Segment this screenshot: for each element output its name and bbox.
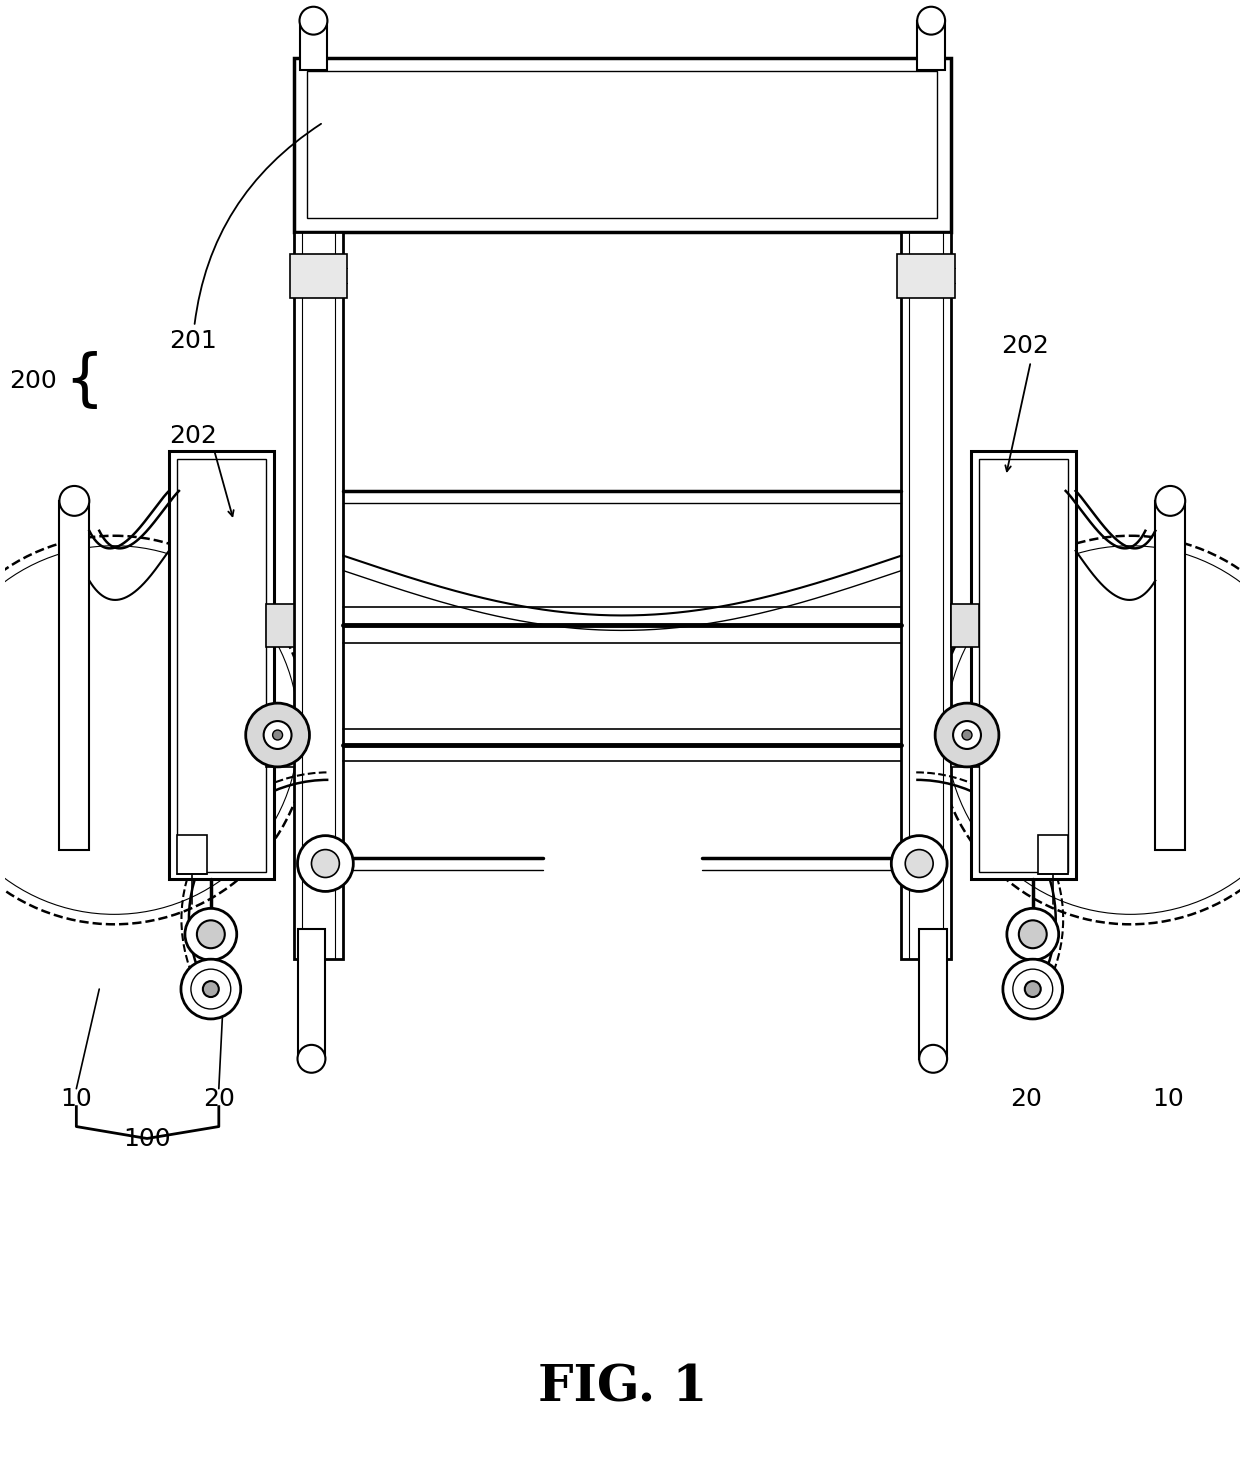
Text: FIG. 1: FIG. 1 xyxy=(538,1363,707,1412)
Circle shape xyxy=(1024,981,1040,997)
Text: 200: 200 xyxy=(9,369,56,393)
Circle shape xyxy=(203,981,218,997)
Bar xyxy=(919,929,947,1059)
Circle shape xyxy=(264,721,291,749)
Bar xyxy=(177,835,207,874)
Bar xyxy=(971,450,1075,879)
Circle shape xyxy=(0,536,309,925)
Circle shape xyxy=(311,849,340,877)
Bar xyxy=(898,254,955,298)
Bar xyxy=(951,604,978,647)
Bar xyxy=(169,450,274,879)
Bar xyxy=(265,604,294,647)
Circle shape xyxy=(935,703,999,767)
Text: 10: 10 xyxy=(1152,1087,1184,1111)
Bar xyxy=(290,254,347,298)
Circle shape xyxy=(946,545,1240,914)
Circle shape xyxy=(1019,920,1047,948)
Bar xyxy=(918,21,945,71)
Bar xyxy=(951,724,978,767)
Circle shape xyxy=(1013,969,1053,1009)
Circle shape xyxy=(273,730,283,740)
Bar xyxy=(177,459,265,871)
Circle shape xyxy=(60,486,89,515)
Circle shape xyxy=(1007,908,1059,960)
Bar xyxy=(1038,835,1068,874)
Circle shape xyxy=(892,836,947,892)
Text: 20: 20 xyxy=(203,1087,234,1111)
Text: 202: 202 xyxy=(169,424,217,448)
Circle shape xyxy=(0,545,299,914)
Circle shape xyxy=(298,836,353,892)
Bar xyxy=(60,501,89,849)
Text: 20: 20 xyxy=(1009,1087,1042,1111)
Circle shape xyxy=(919,1044,947,1072)
Circle shape xyxy=(905,849,934,877)
Circle shape xyxy=(954,721,981,749)
Text: 201: 201 xyxy=(169,124,321,353)
Bar xyxy=(265,724,294,767)
Circle shape xyxy=(300,7,327,34)
Bar xyxy=(308,71,937,219)
Bar xyxy=(298,929,325,1059)
Text: 202: 202 xyxy=(1001,334,1049,359)
Circle shape xyxy=(197,920,224,948)
Circle shape xyxy=(191,969,231,1009)
Bar xyxy=(978,459,1068,871)
Circle shape xyxy=(185,908,237,960)
Circle shape xyxy=(936,536,1240,925)
Text: {: { xyxy=(64,352,104,411)
Bar xyxy=(294,232,343,959)
Text: 10: 10 xyxy=(61,1087,92,1111)
Circle shape xyxy=(1003,959,1063,1019)
Circle shape xyxy=(298,1044,325,1072)
Text: 100: 100 xyxy=(123,1127,171,1151)
Circle shape xyxy=(918,7,945,34)
Circle shape xyxy=(246,703,310,767)
Bar xyxy=(1156,501,1185,849)
Circle shape xyxy=(1156,486,1185,515)
Bar xyxy=(300,21,327,71)
Bar xyxy=(901,232,951,959)
Circle shape xyxy=(181,959,241,1019)
Circle shape xyxy=(962,730,972,740)
Bar xyxy=(294,58,951,232)
